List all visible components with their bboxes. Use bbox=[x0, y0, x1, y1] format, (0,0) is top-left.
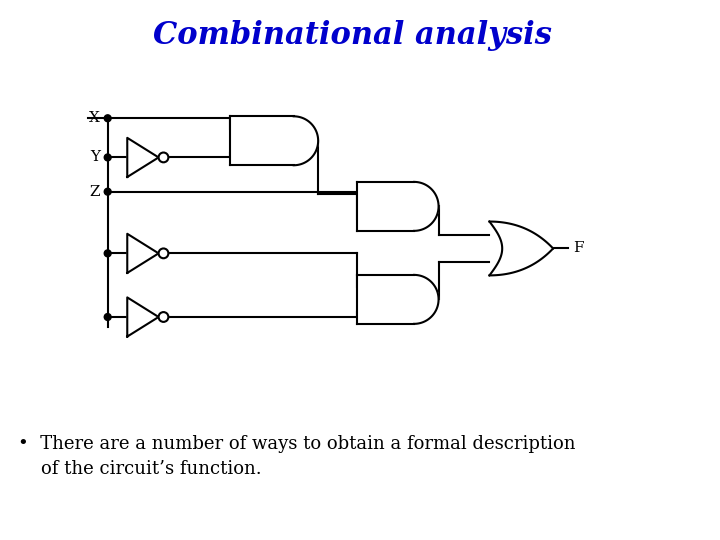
Polygon shape bbox=[127, 234, 158, 273]
Polygon shape bbox=[127, 298, 158, 336]
Text: of the circuit’s function.: of the circuit’s function. bbox=[17, 460, 261, 478]
Text: •  There are a number of ways to obtain a formal description: • There are a number of ways to obtain a… bbox=[17, 435, 575, 453]
Circle shape bbox=[104, 115, 111, 122]
Circle shape bbox=[104, 154, 111, 161]
Circle shape bbox=[158, 152, 168, 163]
Circle shape bbox=[158, 312, 168, 322]
Circle shape bbox=[104, 250, 111, 257]
Polygon shape bbox=[127, 138, 158, 177]
Polygon shape bbox=[230, 116, 318, 165]
Circle shape bbox=[158, 248, 168, 258]
Text: Combinational analysis: Combinational analysis bbox=[153, 19, 552, 51]
Circle shape bbox=[104, 188, 111, 195]
Text: F: F bbox=[572, 241, 583, 255]
Text: X: X bbox=[89, 111, 100, 125]
Polygon shape bbox=[490, 221, 553, 275]
Polygon shape bbox=[357, 182, 438, 231]
Circle shape bbox=[104, 314, 111, 320]
Text: Z: Z bbox=[89, 185, 100, 199]
Polygon shape bbox=[357, 275, 438, 324]
Text: Y: Y bbox=[90, 151, 100, 164]
